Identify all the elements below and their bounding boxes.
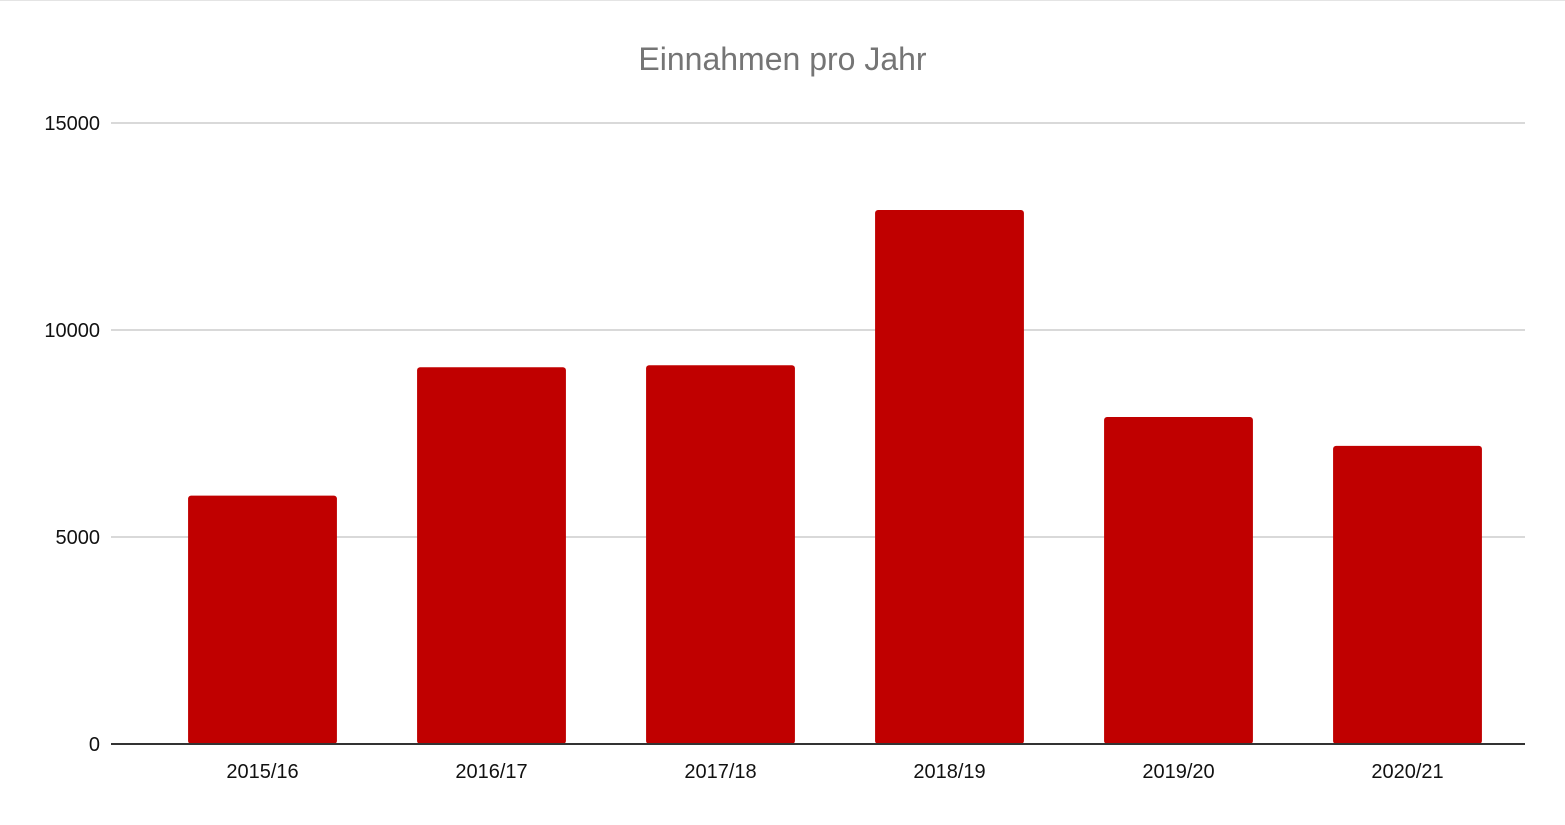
bar-2016-17 bbox=[417, 367, 566, 744]
bars bbox=[188, 209, 1482, 744]
y-tick-label: 0 bbox=[89, 734, 100, 756]
y-axis-tick-labels: 0 5000 10000 15000 bbox=[44, 113, 100, 756]
x-tick-label: 2016/17 bbox=[455, 761, 527, 783]
y-tick-label: 5000 bbox=[56, 527, 101, 549]
bar-2019-20 bbox=[1104, 416, 1253, 744]
bar-2020-21 bbox=[1333, 445, 1482, 744]
bar-2015-16 bbox=[188, 495, 337, 744]
bar-2017-18 bbox=[646, 365, 795, 744]
x-tick-label: 2019/20 bbox=[1142, 761, 1214, 783]
x-tick-label: 2015/16 bbox=[226, 761, 298, 783]
x-axis-tick-labels: 2015/16 2016/17 2017/18 2018/19 2019/20 2020/… bbox=[226, 761, 1443, 783]
chart-title: Einnahmen pro Jahr bbox=[638, 41, 927, 77]
x-tick-label: 2017/18 bbox=[684, 761, 756, 783]
gridlines bbox=[111, 122, 1525, 538]
bar-2018-19 bbox=[875, 209, 1024, 744]
y-tick-label: 15000 bbox=[44, 113, 100, 135]
x-tick-label: 2018/19 bbox=[913, 761, 985, 783]
y-tick-label: 10000 bbox=[44, 320, 100, 342]
x-tick-label: 2020/21 bbox=[1371, 761, 1443, 783]
